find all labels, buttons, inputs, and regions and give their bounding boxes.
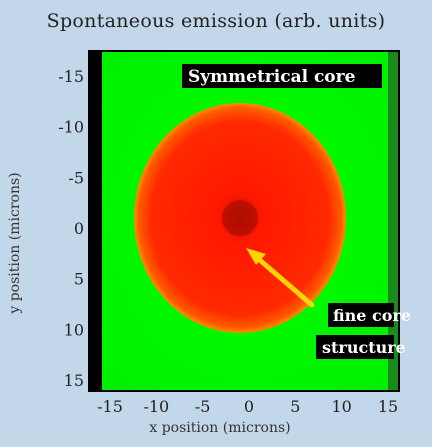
y-tick-label: -10 [58,118,84,137]
annotation-arrowhead [246,248,266,265]
symmetrical-core-label: Symmetrical core [188,67,356,87]
y-tick-label: 10 [64,320,84,339]
x-axis-label: x position (microns) [149,420,291,436]
x-tick-labels: -15 -10 -5 0 5 10 15 [97,397,398,416]
fine-core-box [328,303,394,327]
x-tick-label: -5 [195,397,211,416]
annotation-arrow [252,253,315,308]
y-tick-labels: -15 -10 -5 0 5 10 15 [58,67,84,390]
structure-label: structure [322,338,406,357]
y-tick-label: 15 [64,371,84,390]
right-dark-band [388,52,398,390]
x-tick-label: 0 [244,397,254,416]
y-tick-label: -15 [58,67,84,86]
symmetrical-core-box [182,64,382,88]
x-tick-label: 10 [331,397,351,416]
structure-box [316,335,394,359]
y-tick-label: -5 [68,168,84,187]
emission-core [222,200,258,236]
x-tick-label: 15 [378,397,398,416]
chart-title: Spontaneous emission (arb. units) [46,10,386,32]
x-tick-label: -15 [97,397,123,416]
y-tick-label: 0 [74,219,84,238]
fine-core-label: fine core [333,306,411,325]
x-tick-label: -10 [143,397,169,416]
y-tick-label: 5 [74,270,84,289]
x-tick-label: 5 [290,397,300,416]
